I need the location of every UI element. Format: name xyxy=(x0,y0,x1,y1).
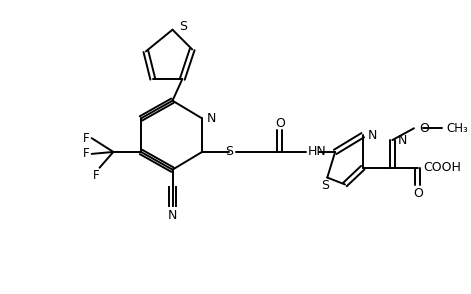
Text: N: N xyxy=(368,129,377,142)
Text: O: O xyxy=(275,117,285,130)
Text: F: F xyxy=(93,169,100,182)
Text: O: O xyxy=(419,122,429,135)
Text: N: N xyxy=(397,133,406,147)
Text: F: F xyxy=(82,147,89,161)
Text: N: N xyxy=(207,112,216,125)
Text: S: S xyxy=(321,179,329,192)
Text: CH₃: CH₃ xyxy=(447,122,468,135)
Text: F: F xyxy=(82,132,89,145)
Text: O: O xyxy=(413,187,423,200)
Text: COOH: COOH xyxy=(423,161,461,174)
Text: S: S xyxy=(225,146,233,158)
Text: HN: HN xyxy=(308,146,326,158)
Text: S: S xyxy=(179,20,187,33)
Text: N: N xyxy=(168,208,177,221)
